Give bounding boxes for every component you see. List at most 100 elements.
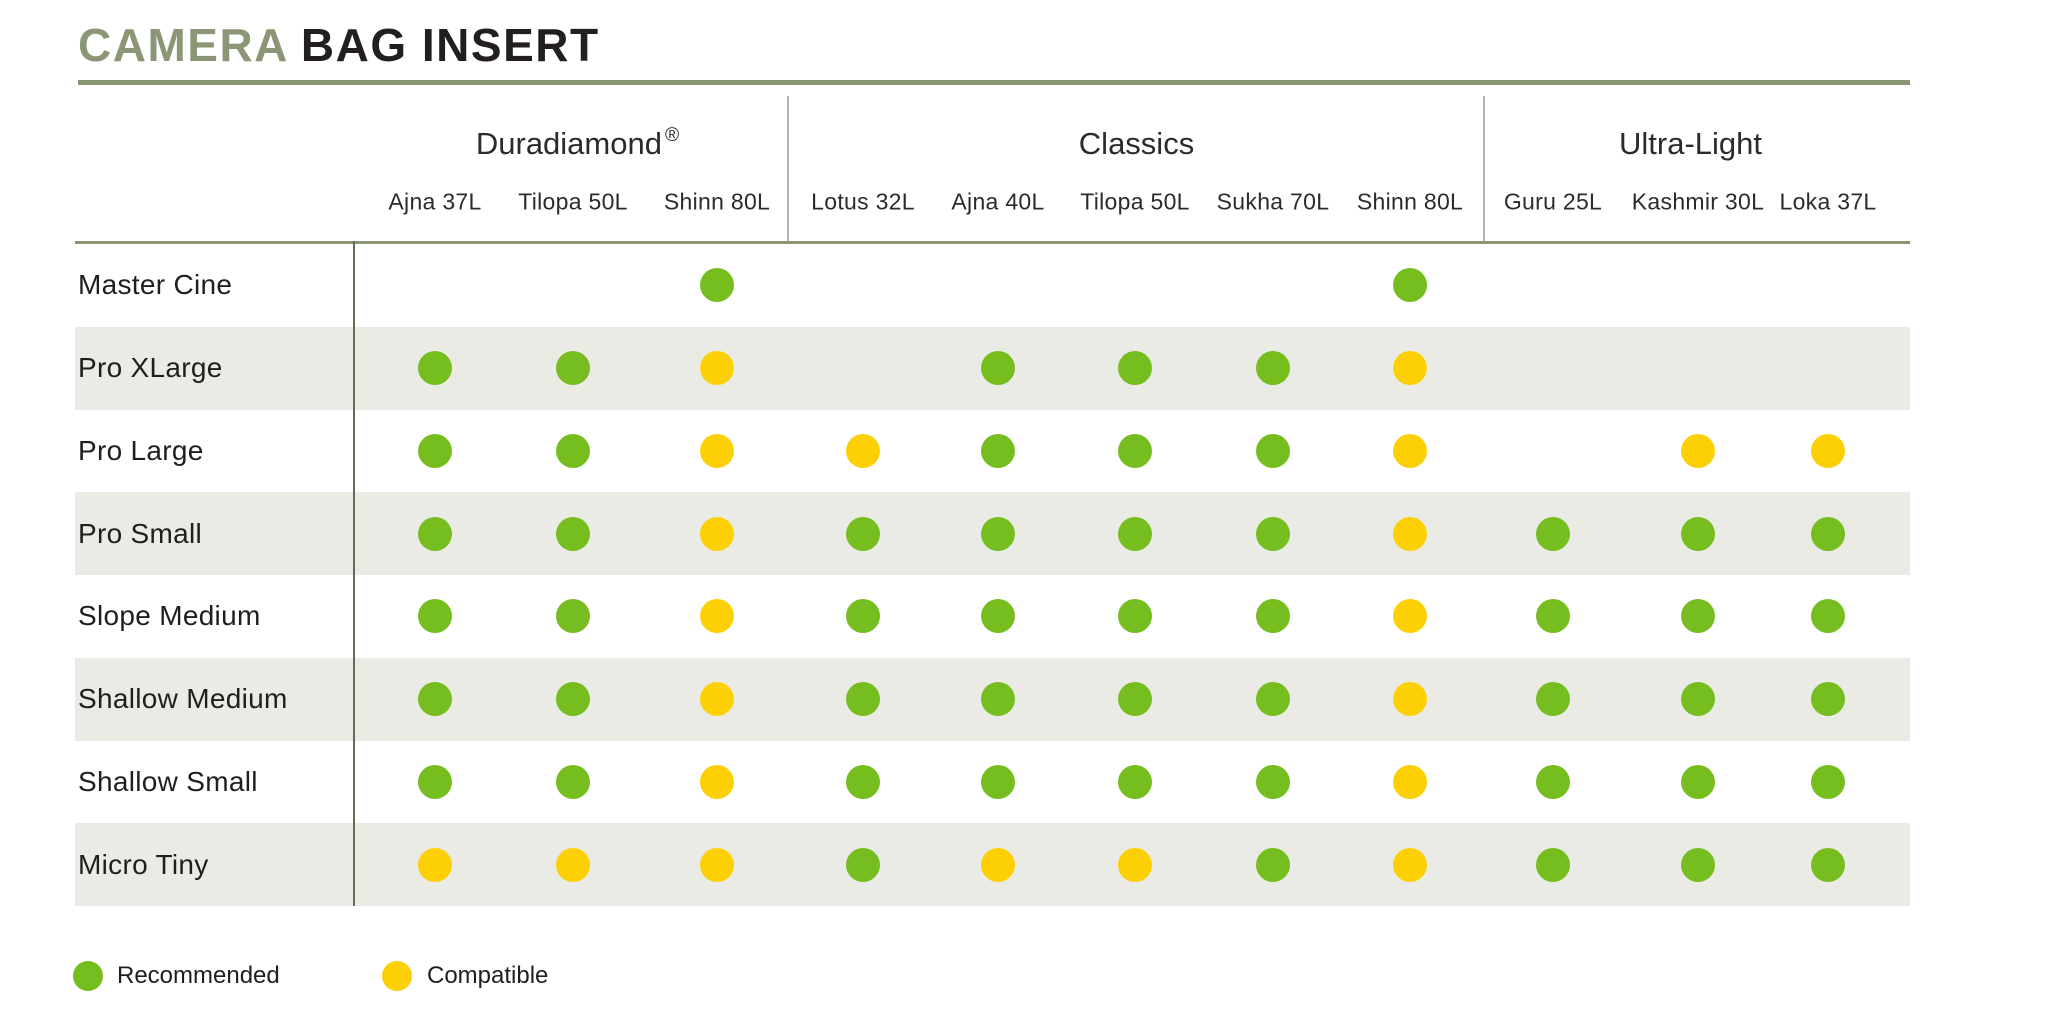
dot-recommended	[556, 764, 590, 799]
column-group-title: Ultra-Light	[1619, 126, 1762, 162]
header-group-divider	[787, 96, 789, 241]
dot-recommended	[1536, 682, 1570, 717]
column-header: Lotus 32L	[811, 188, 915, 215]
dot-recommended	[418, 599, 452, 634]
row-header: Shallow Small	[78, 765, 258, 797]
dot-recommended	[846, 764, 880, 799]
dot-recommended	[1681, 516, 1715, 551]
dot-recommended	[1118, 433, 1152, 468]
column-group-label: Ultra-Light	[1619, 126, 1762, 161]
dot-recommended	[1118, 516, 1152, 551]
dot-recommended	[556, 433, 590, 468]
legend-label: Compatible	[427, 962, 549, 989]
column-header: Guru 25L	[1503, 188, 1603, 215]
dot-compatible	[1393, 351, 1427, 386]
dot-recommended	[1393, 268, 1427, 303]
dot-recommended	[1256, 764, 1290, 799]
dot-compatible	[1393, 847, 1427, 882]
dot-compatible	[700, 516, 734, 551]
page-title-accent: CAMERA	[78, 19, 289, 71]
dot-compatible	[700, 599, 734, 634]
dot-compatible	[1811, 433, 1845, 468]
column-header: Ajna 40L	[951, 188, 1045, 215]
dot-recommended	[418, 433, 452, 468]
column-header: Shinn 80L	[1356, 188, 1464, 215]
dot-compatible	[1118, 847, 1152, 882]
legend-dot-recommended	[73, 961, 103, 991]
dot-recommended	[1811, 764, 1845, 799]
dot-recommended	[1681, 764, 1715, 799]
row-header: Shallow Medium	[78, 683, 288, 715]
column-group-title: Classics	[1079, 126, 1194, 162]
dot-recommended	[981, 351, 1015, 386]
column-group-label: Classics	[1078, 126, 1195, 161]
dot-recommended	[556, 682, 590, 717]
row-header: Pro Large	[78, 434, 204, 466]
dot-recommended	[418, 516, 452, 551]
dot-recommended	[556, 516, 590, 551]
dot-recommended	[418, 764, 452, 799]
dot-compatible	[556, 847, 590, 882]
column-header: Shinn 80L	[663, 188, 771, 215]
dot-recommended	[1811, 516, 1845, 551]
dot-recommended	[846, 682, 880, 717]
dot-recommended	[981, 682, 1015, 717]
title-underline	[78, 80, 1910, 85]
dot-recommended	[1118, 764, 1152, 799]
dot-compatible	[1393, 516, 1427, 551]
dot-recommended	[1256, 516, 1290, 551]
row-header: Master Cine	[78, 269, 233, 301]
column-header: Sukha 70L	[1216, 188, 1330, 215]
dot-recommended	[846, 599, 880, 634]
dot-recommended	[1256, 682, 1290, 717]
dot-recommended	[418, 682, 452, 717]
registered-trademark-symbol: ®	[664, 124, 680, 146]
dot-recommended	[556, 351, 590, 386]
dot-recommended	[1536, 516, 1570, 551]
dot-compatible	[1681, 433, 1715, 468]
dot-recommended	[1536, 599, 1570, 634]
dot-compatible	[700, 433, 734, 468]
dot-recommended	[1256, 351, 1290, 386]
header-rule	[75, 241, 1910, 244]
row-header: Micro Tiny	[78, 848, 209, 880]
dot-compatible	[700, 351, 734, 386]
column-group-title: Duradiamond ®	[475, 124, 680, 162]
dot-recommended	[418, 351, 452, 386]
dot-recommended	[700, 268, 734, 303]
page-title: CAMERA BAG INSERT	[78, 20, 600, 71]
dot-compatible	[418, 847, 452, 882]
dot-recommended	[1256, 433, 1290, 468]
dot-recommended	[981, 516, 1015, 551]
dot-recommended	[1811, 599, 1845, 634]
column-header: Kashmir 30L	[1631, 188, 1765, 215]
row-header: Pro Small	[78, 517, 203, 549]
legend-dot-compatible	[382, 961, 412, 991]
column-header: Tilopa 50L	[1080, 188, 1190, 215]
column-header: Tilopa 50L	[518, 188, 628, 215]
page-title-rest: BAG INSERT	[300, 19, 600, 71]
column-group-label: Duradiamond	[475, 126, 662, 161]
dot-compatible	[981, 847, 1015, 882]
dot-compatible	[700, 682, 734, 717]
dot-compatible	[700, 847, 734, 882]
dot-recommended	[1681, 847, 1715, 882]
dot-compatible	[846, 433, 880, 468]
dot-recommended	[1811, 847, 1845, 882]
dot-recommended	[846, 516, 880, 551]
dot-recommended	[1536, 847, 1570, 882]
dot-recommended	[1536, 764, 1570, 799]
dot-recommended	[1256, 847, 1290, 882]
dot-compatible	[700, 764, 734, 799]
row-header: Pro XLarge	[78, 352, 223, 384]
dot-recommended	[1811, 682, 1845, 717]
dot-recommended	[556, 599, 590, 634]
dot-compatible	[1393, 764, 1427, 799]
dot-recommended	[1118, 682, 1152, 717]
dot-recommended	[1681, 599, 1715, 634]
header-group-divider	[1483, 96, 1485, 241]
dot-recommended	[1118, 351, 1152, 386]
row-header: Slope Medium	[78, 600, 261, 632]
legend-label: Recommended	[117, 962, 280, 989]
